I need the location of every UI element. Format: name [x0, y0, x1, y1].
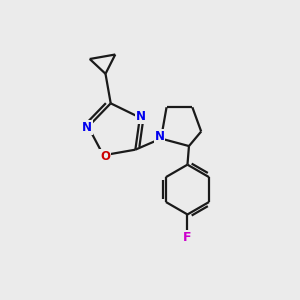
- Text: N: N: [136, 110, 146, 123]
- Text: O: O: [100, 150, 110, 163]
- Text: N: N: [154, 130, 164, 143]
- Text: N: N: [82, 121, 92, 134]
- Text: F: F: [183, 231, 192, 244]
